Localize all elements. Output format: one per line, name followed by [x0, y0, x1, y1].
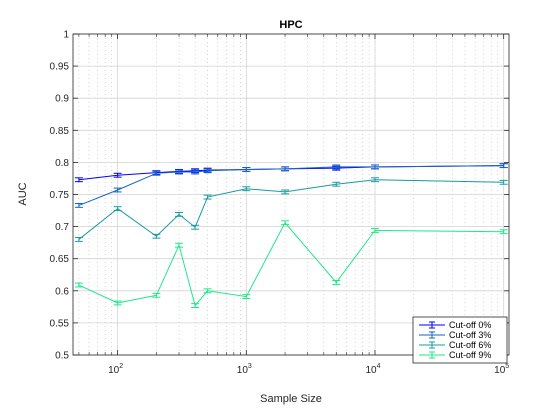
error-bar [370, 228, 379, 233]
error-bar [74, 177, 83, 183]
error-bar [113, 206, 122, 212]
y-tick-label: 0.7 [55, 222, 69, 233]
error-bar [281, 189, 290, 195]
error-bar [499, 179, 508, 185]
error-bar [242, 186, 251, 192]
x-tick-label: 103 [237, 363, 252, 376]
error-bar [191, 303, 200, 308]
y-tick-label: 0.6 [55, 286, 69, 297]
error-bar [370, 164, 379, 170]
legend-label: Cut-off 9% [449, 350, 491, 360]
legend-item: Cut-off 0% [419, 320, 491, 330]
error-bar [332, 181, 341, 187]
x-tick-label: 105 [494, 363, 509, 376]
legend-label: Cut-off 3% [449, 330, 491, 340]
error-bar [113, 172, 122, 178]
error-bar [242, 294, 251, 300]
error-bar [74, 202, 83, 208]
legend-item: Cut-off 3% [419, 330, 491, 340]
x-tick-label: 102 [108, 363, 123, 376]
error-bar [242, 167, 251, 172]
error-bar [152, 170, 161, 176]
y-tick-label: 0.8 [55, 158, 69, 169]
legend: Cut-off 0%Cut-off 3%Cut-off 6%Cut-off 9% [412, 316, 508, 364]
y-tick-label: 0.65 [50, 254, 70, 265]
error-bar [152, 292, 161, 298]
error-bar [191, 169, 200, 175]
series-2 [74, 163, 508, 208]
error-bar [74, 237, 83, 242]
error-bar [175, 169, 184, 175]
error-bar [499, 229, 508, 235]
error-bar [152, 233, 161, 239]
error-bar [203, 168, 212, 174]
error-bar [203, 288, 212, 294]
error-bar [370, 177, 379, 183]
series-3 [74, 177, 508, 242]
error-bar [175, 211, 184, 217]
error-bar [113, 187, 122, 193]
x-axis-label: Sample Size [260, 393, 322, 405]
error-bar [113, 300, 122, 306]
error-bar [74, 282, 83, 288]
error-bar [203, 194, 212, 200]
error-bar [191, 224, 200, 230]
legend-label: Cut-off 0% [449, 320, 491, 330]
error-bar [332, 280, 341, 285]
y-tick-label: 0.5 [55, 351, 69, 362]
legend-item: Cut-off 6% [419, 340, 491, 350]
legend-item: Cut-off 9% [419, 350, 491, 360]
series-4 [74, 220, 508, 308]
y-tick-label: 0.95 [50, 62, 70, 73]
error-bar [281, 166, 290, 172]
chart-title: HPC [279, 19, 302, 31]
legend-label: Cut-off 6% [449, 340, 491, 350]
y-axis-label: AUC [17, 182, 29, 205]
series-layer [74, 163, 508, 308]
y-tick-label: 0.9 [55, 94, 69, 105]
x-tick-label: 104 [365, 363, 380, 376]
y-tick-label: 0.75 [50, 190, 70, 201]
y-tick-label: 0.55 [50, 318, 70, 329]
y-tick-label: 1 [63, 30, 69, 41]
tick-labels: 102 103 104 105 0.5 0.55 0.6 0.65 0.7 0.75 0.8 0.85… [50, 30, 510, 377]
error-bar [175, 242, 184, 248]
error-bar [281, 220, 290, 226]
error-bar [332, 164, 341, 170]
y-tick-label: 0.85 [50, 126, 70, 137]
error-bar [499, 163, 508, 169]
